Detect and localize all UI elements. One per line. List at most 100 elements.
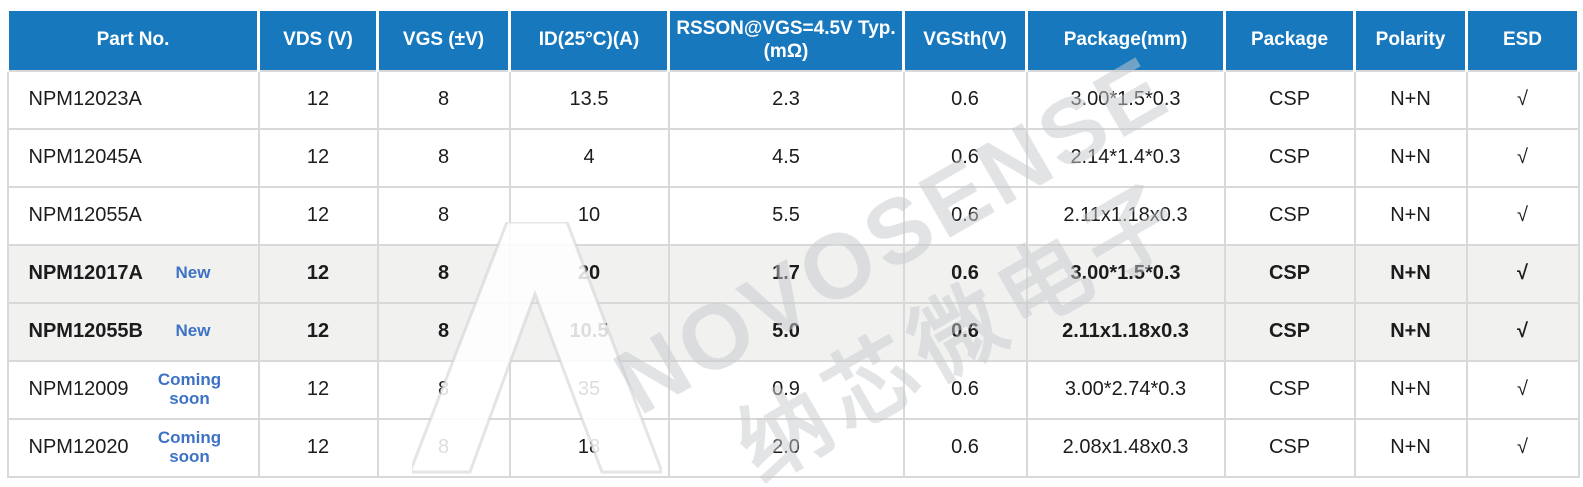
cell-esd-check: √ <box>1465 243 1580 304</box>
table-row-coming-soon: NPM12009 Coming soon 12 8 35 0.9 0.6 3.00… <box>6 359 1580 420</box>
cell-package: CSP <box>1223 359 1356 420</box>
col-header-vgs: VGS (±V) <box>376 8 511 72</box>
col-header-id: ID(25°C)(A) <box>508 8 670 72</box>
coming-soon-badge: Coming soon <box>157 428 222 466</box>
cell-vds: 12 <box>257 243 379 304</box>
cell-rsson: 0.9 <box>667 359 905 420</box>
cell-vgsth: 0.6 <box>902 359 1028 420</box>
cell-rsson: 2.3 <box>667 69 905 130</box>
table-row: NPM12045A 12 8 4 4.5 0.6 2.14*1.4*0.3 CS… <box>6 127 1580 188</box>
cell-rsson: 5.0 <box>667 301 905 362</box>
cell-vgs: 8 <box>376 359 511 420</box>
cell-polarity: N+N <box>1353 301 1468 362</box>
cell-polarity: N+N <box>1353 359 1468 420</box>
cell-vgsth: 0.6 <box>902 69 1028 130</box>
cell-vds: 12 <box>257 69 379 130</box>
cell-vgs: 8 <box>376 127 511 188</box>
cell-id: 13.5 <box>508 69 670 130</box>
cell-vgs: 8 <box>376 301 511 362</box>
cell-polarity: N+N <box>1353 185 1468 246</box>
cell-esd-check: √ <box>1465 127 1580 188</box>
cell-rsson: 1.7 <box>667 243 905 304</box>
cell-esd-check: √ <box>1465 359 1580 420</box>
table-row: NPM12023A 12 8 13.5 2.3 0.6 3.00*1.5*0.3… <box>6 69 1580 130</box>
cell-id: 4 <box>508 127 670 188</box>
col-header-package-mm: Package(mm) <box>1025 8 1226 72</box>
cell-package-mm: 3.00*2.74*0.3 <box>1025 359 1226 420</box>
table-row: NPM12055A 12 8 10 5.5 0.6 2.11x1.18x0.3 … <box>6 185 1580 246</box>
cell-vgs: 8 <box>376 417 511 478</box>
cell-id: 10 <box>508 185 670 246</box>
col-header-vgsth: VGSth(V) <box>902 8 1028 72</box>
cell-vds: 12 <box>257 127 379 188</box>
table-body: NPM12023A 12 8 13.5 2.3 0.6 3.00*1.5*0.3… <box>6 69 1580 478</box>
cell-package-mm: 2.11x1.18x0.3 <box>1025 301 1226 362</box>
col-header-esd: ESD <box>1465 8 1580 72</box>
cell-vgsth: 0.6 <box>902 301 1028 362</box>
cell-vgsth: 0.6 <box>902 417 1028 478</box>
cell-vgsth: 0.6 <box>902 243 1028 304</box>
cell-package-mm: 2.14*1.4*0.3 <box>1025 127 1226 188</box>
cell-id: 18 <box>508 417 670 478</box>
cell-package: CSP <box>1223 417 1356 478</box>
cell-package-mm: 3.00*1.5*0.3 <box>1025 69 1226 130</box>
cell-rsson: 5.5 <box>667 185 905 246</box>
cell-vgs: 8 <box>376 243 511 304</box>
col-header-package: Package <box>1223 8 1356 72</box>
cell-id: 10.5 <box>508 301 670 362</box>
cell-polarity: N+N <box>1353 243 1468 304</box>
cell-polarity: N+N <box>1353 127 1468 188</box>
header-row: Part No. VDS (V) VGS (±V) ID(25°C)(A) RS… <box>6 8 1580 72</box>
table-row-coming-soon: NPM12020 Coming soon 12 8 18 2.0 0.6 2.08… <box>6 417 1580 478</box>
cell-part-no: NPM12009 Coming soon <box>6 359 260 420</box>
new-badge: New <box>175 263 211 283</box>
cell-vds: 12 <box>257 359 379 420</box>
cell-vds: 12 <box>257 417 379 478</box>
cell-package: CSP <box>1223 243 1356 304</box>
part-number: NPM12023A <box>28 88 142 110</box>
cell-esd-check: √ <box>1465 301 1580 362</box>
cell-package: CSP <box>1223 185 1356 246</box>
cell-vds: 12 <box>257 185 379 246</box>
cell-polarity: N+N <box>1353 417 1468 478</box>
table-row-new: NPM12017A New 12 8 20 1.7 0.6 3.00*1.5*0.… <box>6 243 1580 304</box>
cell-rsson: 2.0 <box>667 417 905 478</box>
cell-id: 35 <box>508 359 670 420</box>
col-header-polarity: Polarity <box>1353 8 1468 72</box>
cell-part-no: NPM12055B New <box>6 301 260 362</box>
cell-package: CSP <box>1223 69 1356 130</box>
cell-vgsth: 0.6 <box>902 185 1028 246</box>
cell-vgs: 8 <box>376 185 511 246</box>
part-number: NPM12055B <box>28 320 144 342</box>
cell-part-no: NPM12045A <box>6 127 260 188</box>
cell-esd-check: √ <box>1465 69 1580 130</box>
cell-vgs: 8 <box>376 69 511 130</box>
cell-package: CSP <box>1223 127 1356 188</box>
new-badge: New <box>175 321 211 341</box>
cell-package-mm: 2.11x1.18x0.3 <box>1025 185 1226 246</box>
cell-vds: 12 <box>257 301 379 362</box>
cell-part-no: NPM12023A <box>6 69 260 130</box>
cell-part-no: NPM12055A <box>6 185 260 246</box>
mosfet-parts-table: Part No. VDS (V) VGS (±V) ID(25°C)(A) RS… <box>6 8 1580 478</box>
coming-soon-badge: Coming soon <box>157 370 222 408</box>
col-header-vds: VDS (V) <box>257 8 379 72</box>
col-header-rsson: RSSON@VGS=4.5V Typ.(mΩ) <box>667 8 905 72</box>
cell-part-no: NPM12020 Coming soon <box>6 417 260 478</box>
part-number: NPM12055A <box>28 204 142 226</box>
part-number: NPM12020 <box>28 436 129 458</box>
cell-package: CSP <box>1223 301 1356 362</box>
table-row-new: NPM12055B New 12 8 10.5 5.0 0.6 2.11x1.18… <box>6 301 1580 362</box>
cell-esd-check: √ <box>1465 185 1580 246</box>
part-number: NPM12045A <box>28 146 142 168</box>
cell-vgsth: 0.6 <box>902 127 1028 188</box>
part-number: NPM12009 <box>28 378 129 400</box>
cell-id: 20 <box>508 243 670 304</box>
cell-package-mm: 3.00*1.5*0.3 <box>1025 243 1226 304</box>
cell-part-no: NPM12017A New <box>6 243 260 304</box>
cell-package-mm: 2.08x1.48x0.3 <box>1025 417 1226 478</box>
table-header: Part No. VDS (V) VGS (±V) ID(25°C)(A) RS… <box>6 8 1580 72</box>
col-header-part-no: Part No. <box>6 8 260 72</box>
cell-esd-check: √ <box>1465 417 1580 478</box>
